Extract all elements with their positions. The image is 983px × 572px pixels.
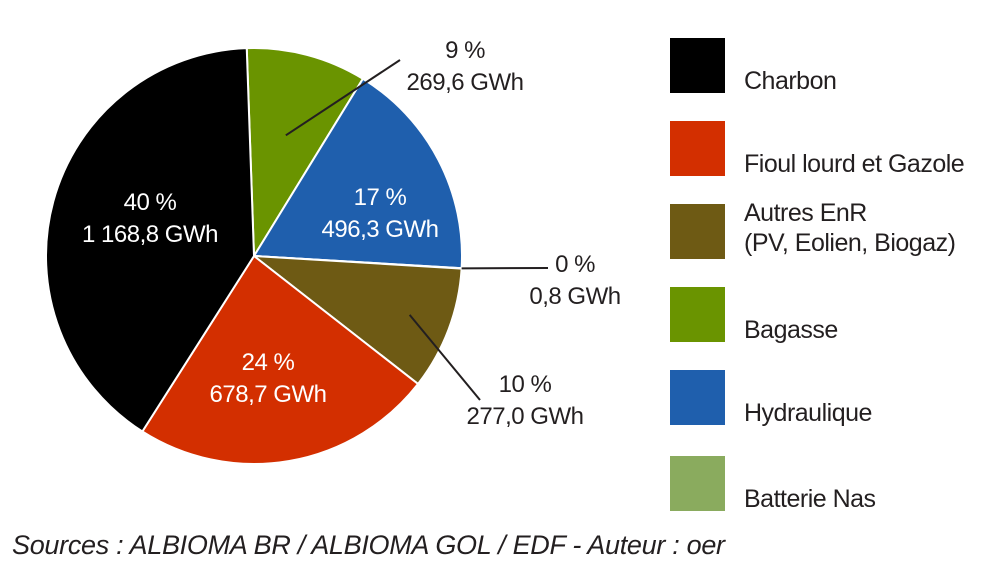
value-label-autres-enr-pv-eolien-biogaz: 277,0 GWh <box>467 403 584 430</box>
leader-line-bagasse <box>285 59 401 137</box>
legend-sublabel-autres-enr: (PV, Eolien, Biogaz) <box>744 229 956 257</box>
percent-label-fioul-lourd-et-gazole: 24 % <box>242 349 295 376</box>
pie-slices <box>45 47 463 465</box>
legend-swatch-hydraulique <box>670 370 725 425</box>
percent-label-charbon: 40 % <box>124 189 177 216</box>
pie-slice-charbon <box>45 47 256 433</box>
legend-label-autres-enr: Autres EnR <box>744 199 867 227</box>
value-label-hydraulique: 496,3 GWh <box>322 216 439 243</box>
value-label-batterie-nas: 0,8 GWh <box>529 283 620 310</box>
percent-label-bagasse: 9 % <box>445 37 485 64</box>
value-label-charbon: 1 168,8 GWh <box>82 221 218 248</box>
legend-label-fioul: Fioul lourd et Gazole <box>744 150 965 178</box>
pie-slice-bagasse <box>245 47 365 260</box>
legend-swatch-batterie-nas <box>670 456 725 511</box>
leader-line-autres-enr-pv-eolien-biogaz <box>408 314 481 401</box>
percent-label-hydraulique: 17 % <box>354 184 407 211</box>
slice-labels: 40 % 1 168,8 GWh 24 % 678,7 GWh 17 % 496,3 GW… <box>82 37 621 430</box>
legend-swatch-autres-enr <box>670 204 725 259</box>
pie-slice-hydraulique <box>252 77 463 270</box>
legend-label-batterie-nas: Batterie Nas <box>744 485 876 513</box>
value-label-bagasse: 269,6 GWh <box>407 69 524 96</box>
legend-swatch-fioul <box>670 121 725 176</box>
leader-lines <box>285 59 549 401</box>
legend-swatch-charbon <box>670 38 725 93</box>
legend-label-hydraulique: Hydraulique <box>744 399 872 427</box>
pie-slice-autres-enr-pv-eolien-biogaz <box>250 254 463 386</box>
pie-slice-fioul-lourd-et-gazole <box>140 254 420 465</box>
source-caption: Sources : ALBIOMA BR / ALBIOMA GOL / EDF… <box>12 530 725 560</box>
percent-label-autres-enr-pv-eolien-biogaz: 10 % <box>499 371 552 398</box>
legend-label-charbon: Charbon <box>744 67 837 95</box>
legend-label-bagasse: Bagasse <box>744 316 838 344</box>
value-label-fioul-lourd-et-gazole: 678,7 GWh <box>210 381 327 408</box>
percent-label-batterie-nas: 0 % <box>555 251 595 278</box>
legend-swatch-bagasse <box>670 287 725 342</box>
